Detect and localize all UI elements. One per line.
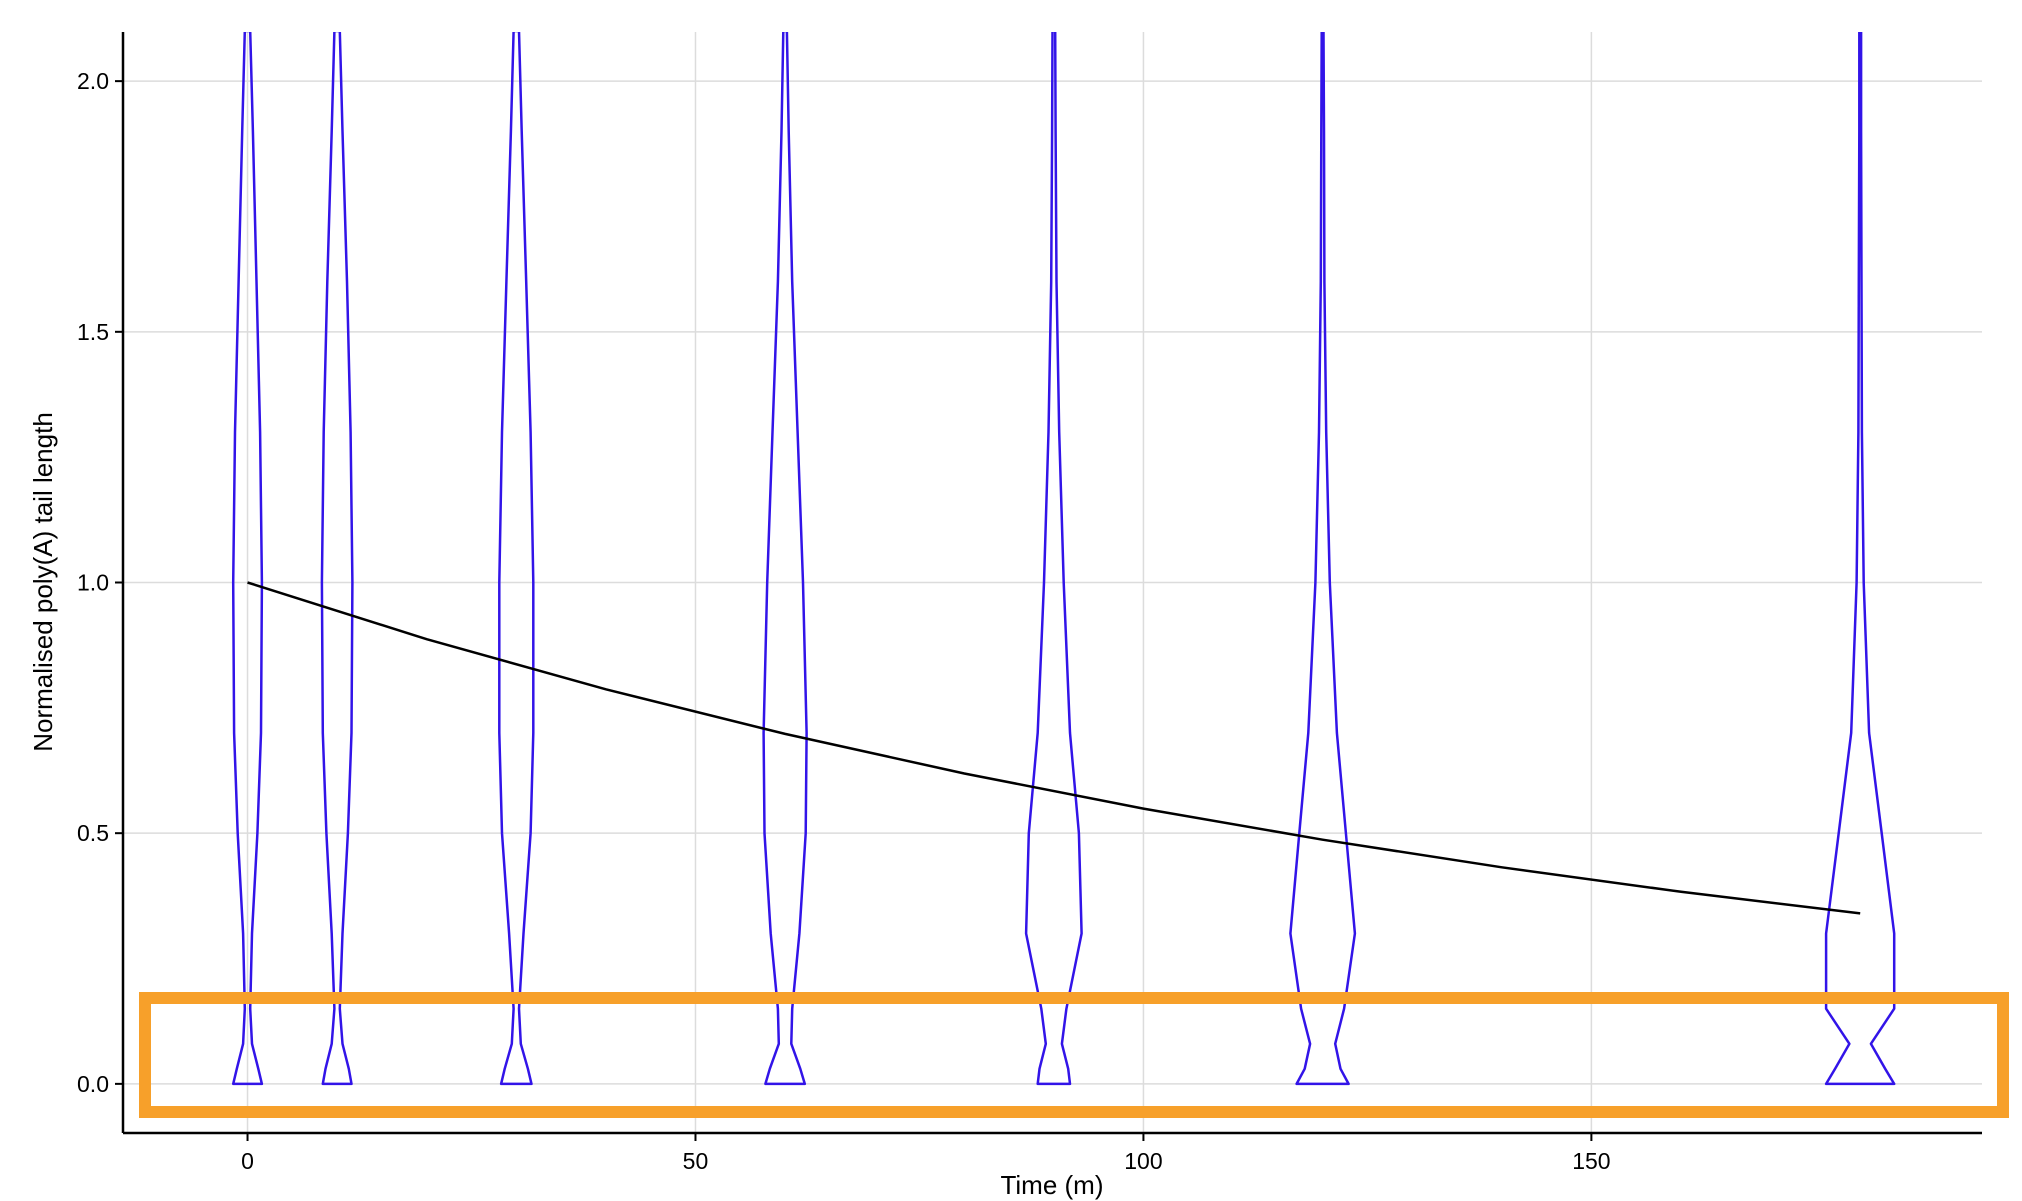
x-tick-label: 0 xyxy=(241,1148,254,1174)
highlight-box xyxy=(139,992,2009,1118)
violin xyxy=(498,32,535,1086)
violin xyxy=(1024,32,1083,1086)
violin xyxy=(1824,32,1896,1086)
y-tick-label: 2.0 xyxy=(77,68,109,94)
x-axis-title: Time (m) xyxy=(1000,1170,1103,1200)
x-tick-label: 150 xyxy=(1572,1148,1610,1174)
violin xyxy=(1289,32,1357,1086)
plot-area xyxy=(231,32,1896,1086)
y-tick-label: 0.5 xyxy=(77,820,109,846)
y-tick-label: 1.5 xyxy=(77,319,109,345)
x-tick-label: 100 xyxy=(1124,1148,1162,1174)
violin xyxy=(231,32,264,1086)
y-axis-title: Normalised poly(A) tail length xyxy=(28,412,58,752)
violin xyxy=(320,32,354,1086)
x-tick-label: 50 xyxy=(683,1148,709,1174)
y-tick-label: 0.0 xyxy=(77,1071,109,1097)
violin xyxy=(762,32,808,1086)
y-tick-label: 1.0 xyxy=(77,570,109,596)
fit-line xyxy=(247,581,1861,915)
axes: 0.0 0.5 1.0 1.5 2.0 0 50 100 150 xyxy=(77,68,1611,1174)
